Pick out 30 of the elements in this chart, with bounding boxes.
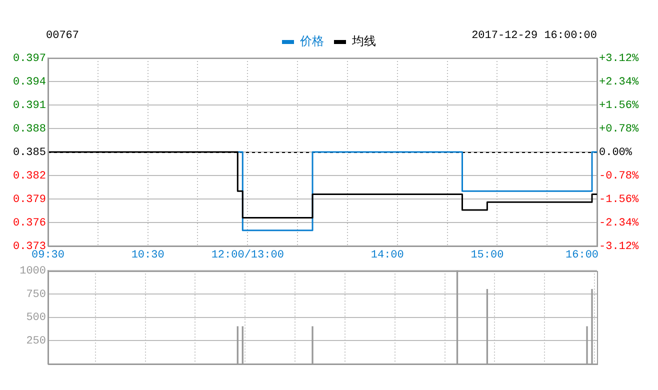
y2-tick-label: +0.78% (599, 123, 640, 136)
legend-label: 均线 (351, 34, 376, 48)
y-tick-label: 0.394 (12, 76, 46, 88)
x-tick-label: 16:00 (566, 250, 599, 262)
y2-tick-label: +1.56% (599, 100, 640, 112)
x-tick-label: 14:00 (370, 250, 404, 262)
y2-tick-label: -2.34% (599, 217, 640, 230)
chart-subtitle: 2017-12-29 16:00:00 (472, 30, 597, 42)
y-tick-label: 0.391 (12, 100, 46, 112)
y-tick-label: 0.379 (12, 194, 46, 206)
y-tick-label: 0.397 (12, 52, 46, 65)
y-tick-label: 500 (26, 312, 46, 324)
y-tick-label: 250 (26, 336, 46, 348)
y-tick-label: 0.385 (12, 146, 46, 159)
x-tick-label: 10:30 (131, 250, 164, 262)
y-tick-label: 750 (26, 288, 46, 301)
legend-label: 价格 (299, 34, 324, 48)
y2-tick-label: 0.00% (599, 146, 632, 159)
x-tick-label: 15:00 (470, 250, 504, 262)
y-tick-label: 1000 (20, 266, 46, 278)
y2-tick-label: -1.56% (599, 194, 640, 206)
y2-tick-label: -3.12% (599, 240, 640, 253)
y2-tick-label: +3.12% (599, 52, 640, 65)
x-tick-label: 12:00/13:00 (211, 250, 284, 262)
y2-tick-label: +2.34% (599, 76, 640, 88)
y2-tick-label: -0.78% (599, 170, 640, 182)
y-tick-label: 0.388 (12, 123, 46, 136)
y-tick-label: 0.376 (12, 217, 46, 230)
chart-title: 00767 (46, 30, 80, 42)
y-tick-label: 0.382 (12, 170, 46, 182)
